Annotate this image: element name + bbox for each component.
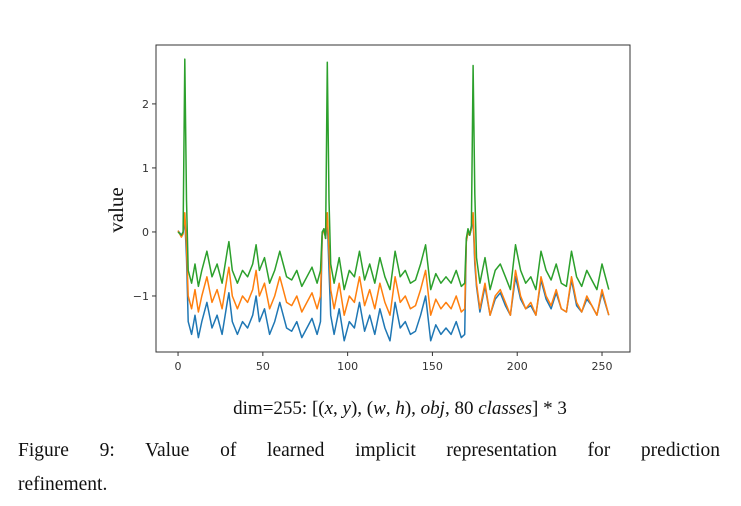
x-axis-label: dim=255: [(x, y), (w, h), obj, 80 classe… — [233, 398, 567, 419]
x-tick-label: 0 — [175, 360, 182, 373]
x-axis-label-part: , — [386, 398, 396, 419]
x-axis-label-part: x — [324, 398, 334, 419]
x-tick-label: 100 — [337, 360, 358, 373]
x-axis-label-part: h — [395, 398, 405, 419]
x-axis-label-part: ] * 3 — [532, 398, 567, 419]
figure-caption-line-1: Figure 9: Value of learned implicit repr… — [18, 440, 720, 461]
x-axis-label-part: w — [373, 398, 386, 419]
line-chart: 0 50 100 150 200 250 −1 0 1 2 value dim=255: [(x,… — [104, 44, 631, 419]
series-line-1 — [177, 218, 610, 342]
x-tick-label: 150 — [422, 360, 443, 373]
x-axis-label-part: ), — [405, 398, 421, 419]
y-axis-label: value — [104, 187, 128, 232]
axes-frame — [155, 44, 631, 353]
series-line-3 — [177, 58, 610, 291]
series-layer — [177, 58, 610, 342]
series-line-2 — [177, 211, 610, 316]
x-tick-label: 250 — [592, 360, 613, 373]
figure-caption-line-2: refinement. — [18, 474, 108, 495]
x-tick-label: 200 — [507, 360, 528, 373]
y-tick-label: 2 — [142, 98, 149, 111]
x-axis-label-part: ), ( — [351, 398, 373, 419]
y-tick-label: −1 — [133, 290, 149, 303]
y-tick-label: 1 — [142, 162, 149, 175]
x-axis-label-part: dim=255: [( — [233, 398, 324, 419]
y-tick-label: 0 — [142, 226, 149, 239]
ticks-layer: 0 50 100 150 200 250 −1 0 1 2 — [133, 98, 613, 373]
x-axis-label-part: , 80 — [445, 398, 478, 419]
x-axis-label-part: , — [333, 398, 343, 419]
x-tick-label: 50 — [256, 360, 270, 373]
x-axis-label-part: y — [341, 398, 352, 419]
x-axis-label-part: obj — [421, 398, 445, 419]
x-axis-label-part: classes — [478, 398, 532, 419]
